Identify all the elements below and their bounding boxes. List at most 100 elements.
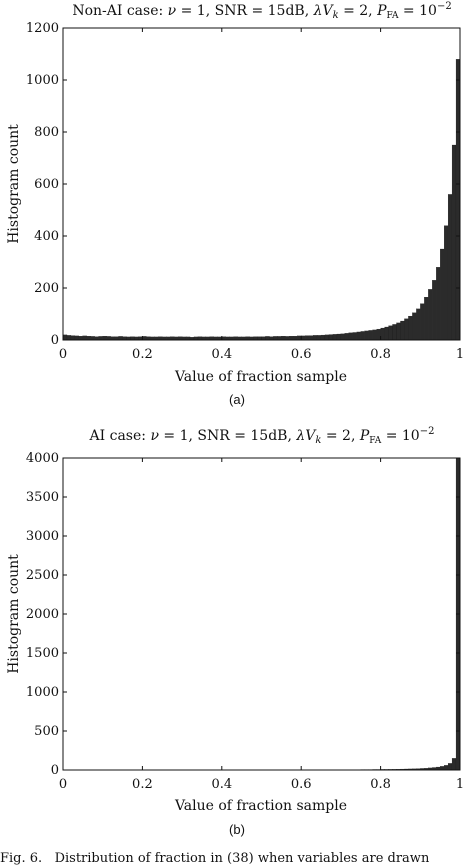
chart-a-bar — [114, 336, 119, 341]
chart-b-xtick-label: 0.6 — [291, 777, 312, 792]
chart-a-bar — [360, 331, 365, 341]
chart-a-bar — [408, 315, 413, 341]
chart-a-bar — [420, 303, 425, 341]
chart-b-sublabel: (b) — [229, 822, 245, 837]
figure-caption: Fig. 6. Distribution of fraction in (38)… — [0, 851, 430, 866]
chart-a-ytick-label: 1000 — [26, 73, 59, 88]
chart-a-bar — [146, 336, 151, 341]
chart-a-bar — [66, 335, 72, 341]
chart-a-bar — [348, 332, 353, 341]
chart-a-bar — [444, 225, 449, 341]
chart-a-bar — [313, 335, 318, 341]
chart-a-bar — [138, 336, 143, 341]
chart-a-bar — [340, 333, 345, 341]
chart-a-sublabel: (a) — [229, 392, 245, 407]
chart-a-bar — [352, 332, 357, 341]
chart-a-bar — [98, 336, 103, 341]
chart-b-ytick-label: 2000 — [26, 607, 59, 622]
chart-a-bar — [432, 280, 437, 341]
chart-b-ytick-label: 1000 — [26, 685, 59, 700]
chart-a-bar — [142, 336, 147, 341]
chart-a-bars — [62, 59, 461, 341]
chart-a-bar — [122, 336, 127, 341]
chart-a-bar — [447, 194, 453, 341]
chart-a-xlabel: Value of fraction sample — [174, 369, 347, 385]
chart-a-bar — [416, 308, 421, 341]
chart-b-xlabel: Value of fraction sample — [174, 798, 347, 814]
chart-a-xtick-label: 0.6 — [291, 347, 312, 362]
chart-a-xtick-label: 0.8 — [370, 347, 391, 362]
chart-a-bar — [221, 336, 226, 341]
chart-a-bar — [277, 336, 282, 341]
chart-a-title: Non-AI case: ν = 1, SNR = 15dB, λVk = 2,… — [72, 1, 451, 21]
chart-a-ticks: 0 0.2 0.4 0.6 0.8 1 0 200 400 600 800 1000 1200 — [26, 21, 464, 362]
chart-b-xtick-label: 0.2 — [132, 777, 153, 792]
chart-a-bar — [82, 335, 87, 341]
chart-a-ytick-label: 200 — [34, 281, 59, 296]
chart-a-bar — [428, 289, 433, 341]
chart-a-bar — [305, 335, 310, 341]
chart-a-bar — [74, 335, 79, 341]
chart-a-bar — [301, 335, 306, 341]
chart-a-bar — [336, 333, 341, 341]
chart-a-bar — [293, 336, 298, 341]
chart-a-bar — [368, 330, 373, 341]
chart-b-title: AI case: ν = 1, SNR = 15dB, λVk = 2, PFA… — [89, 426, 435, 446]
chart-b-ytick-label: 0 — [51, 763, 59, 778]
chart-a-bar — [451, 144, 457, 341]
chart-a-bar — [178, 336, 183, 341]
chart-a-bar — [261, 336, 266, 341]
chart-a-bar — [209, 336, 214, 341]
chart-b-xtick-label: 0.8 — [370, 777, 391, 792]
chart-a-bar — [424, 297, 429, 341]
chart-a-bar — [273, 336, 278, 341]
chart-a-bar — [289, 336, 294, 341]
chart-a-bar — [102, 336, 107, 341]
chart-a-bar — [364, 330, 369, 341]
chart-b-ytick-label: 500 — [34, 724, 59, 739]
chart-b-xtick-label: 0 — [59, 777, 67, 792]
chart-a-bar — [253, 336, 258, 341]
chart-a-bar — [257, 336, 262, 341]
chart-a-bar — [388, 325, 393, 341]
chart-a-bar — [118, 336, 123, 341]
chart-a-bar — [380, 327, 385, 341]
chart-a-bar — [110, 336, 115, 341]
chart-a-ytick-label: 400 — [34, 229, 59, 244]
chart-a-bar — [376, 328, 381, 341]
chart-panel-b: AI case: ν = 1, SNR = 15dB, λVk = 2, PFA… — [6, 426, 464, 837]
chart-a-xtick-label: 0.4 — [211, 347, 232, 362]
chart-a-bar — [372, 329, 377, 341]
chart-b-bar — [451, 758, 457, 771]
chart-a-bar — [396, 322, 401, 341]
chart-a-bar — [332, 334, 338, 341]
chart-a-ytick-label: 1200 — [26, 21, 59, 36]
chart-b-ylabel: Histogram count — [6, 554, 22, 674]
chart-a-ytick-label: 800 — [34, 125, 59, 140]
chart-a-ylabel: Histogram count — [6, 124, 22, 244]
chart-b-bar — [440, 766, 445, 771]
chart-a-bar — [324, 334, 330, 341]
chart-a-bar — [316, 335, 322, 341]
chart-a-ytick-label: 600 — [34, 177, 59, 192]
chart-a-bar — [94, 336, 99, 341]
chart-a-bar — [309, 335, 314, 341]
chart-b-xtick-label: 0.4 — [211, 777, 232, 792]
chart-a-frame — [62, 27, 461, 341]
chart-a-bar — [412, 312, 417, 341]
chart-a-xtick-label: 0.2 — [132, 347, 153, 362]
chart-b-frame — [62, 457, 461, 771]
chart-a-bar — [455, 59, 461, 341]
chart-a-bar — [106, 336, 111, 341]
chart-a-bar — [90, 336, 95, 341]
chart-b-xtick-label: 1 — [456, 777, 464, 792]
chart-a-bar — [328, 334, 334, 341]
chart-a-bar — [384, 326, 389, 341]
chart-b-ticks: 0 0.2 0.4 0.6 0.8 1 0 500 1000 1500 2000 2500 3000 35… — [26, 451, 464, 792]
chart-a-bar — [436, 267, 441, 341]
chart-a-bar — [320, 334, 326, 341]
chart-a-bar — [400, 320, 405, 341]
chart-a-bar — [297, 335, 302, 341]
chart-a-bar — [197, 336, 203, 341]
